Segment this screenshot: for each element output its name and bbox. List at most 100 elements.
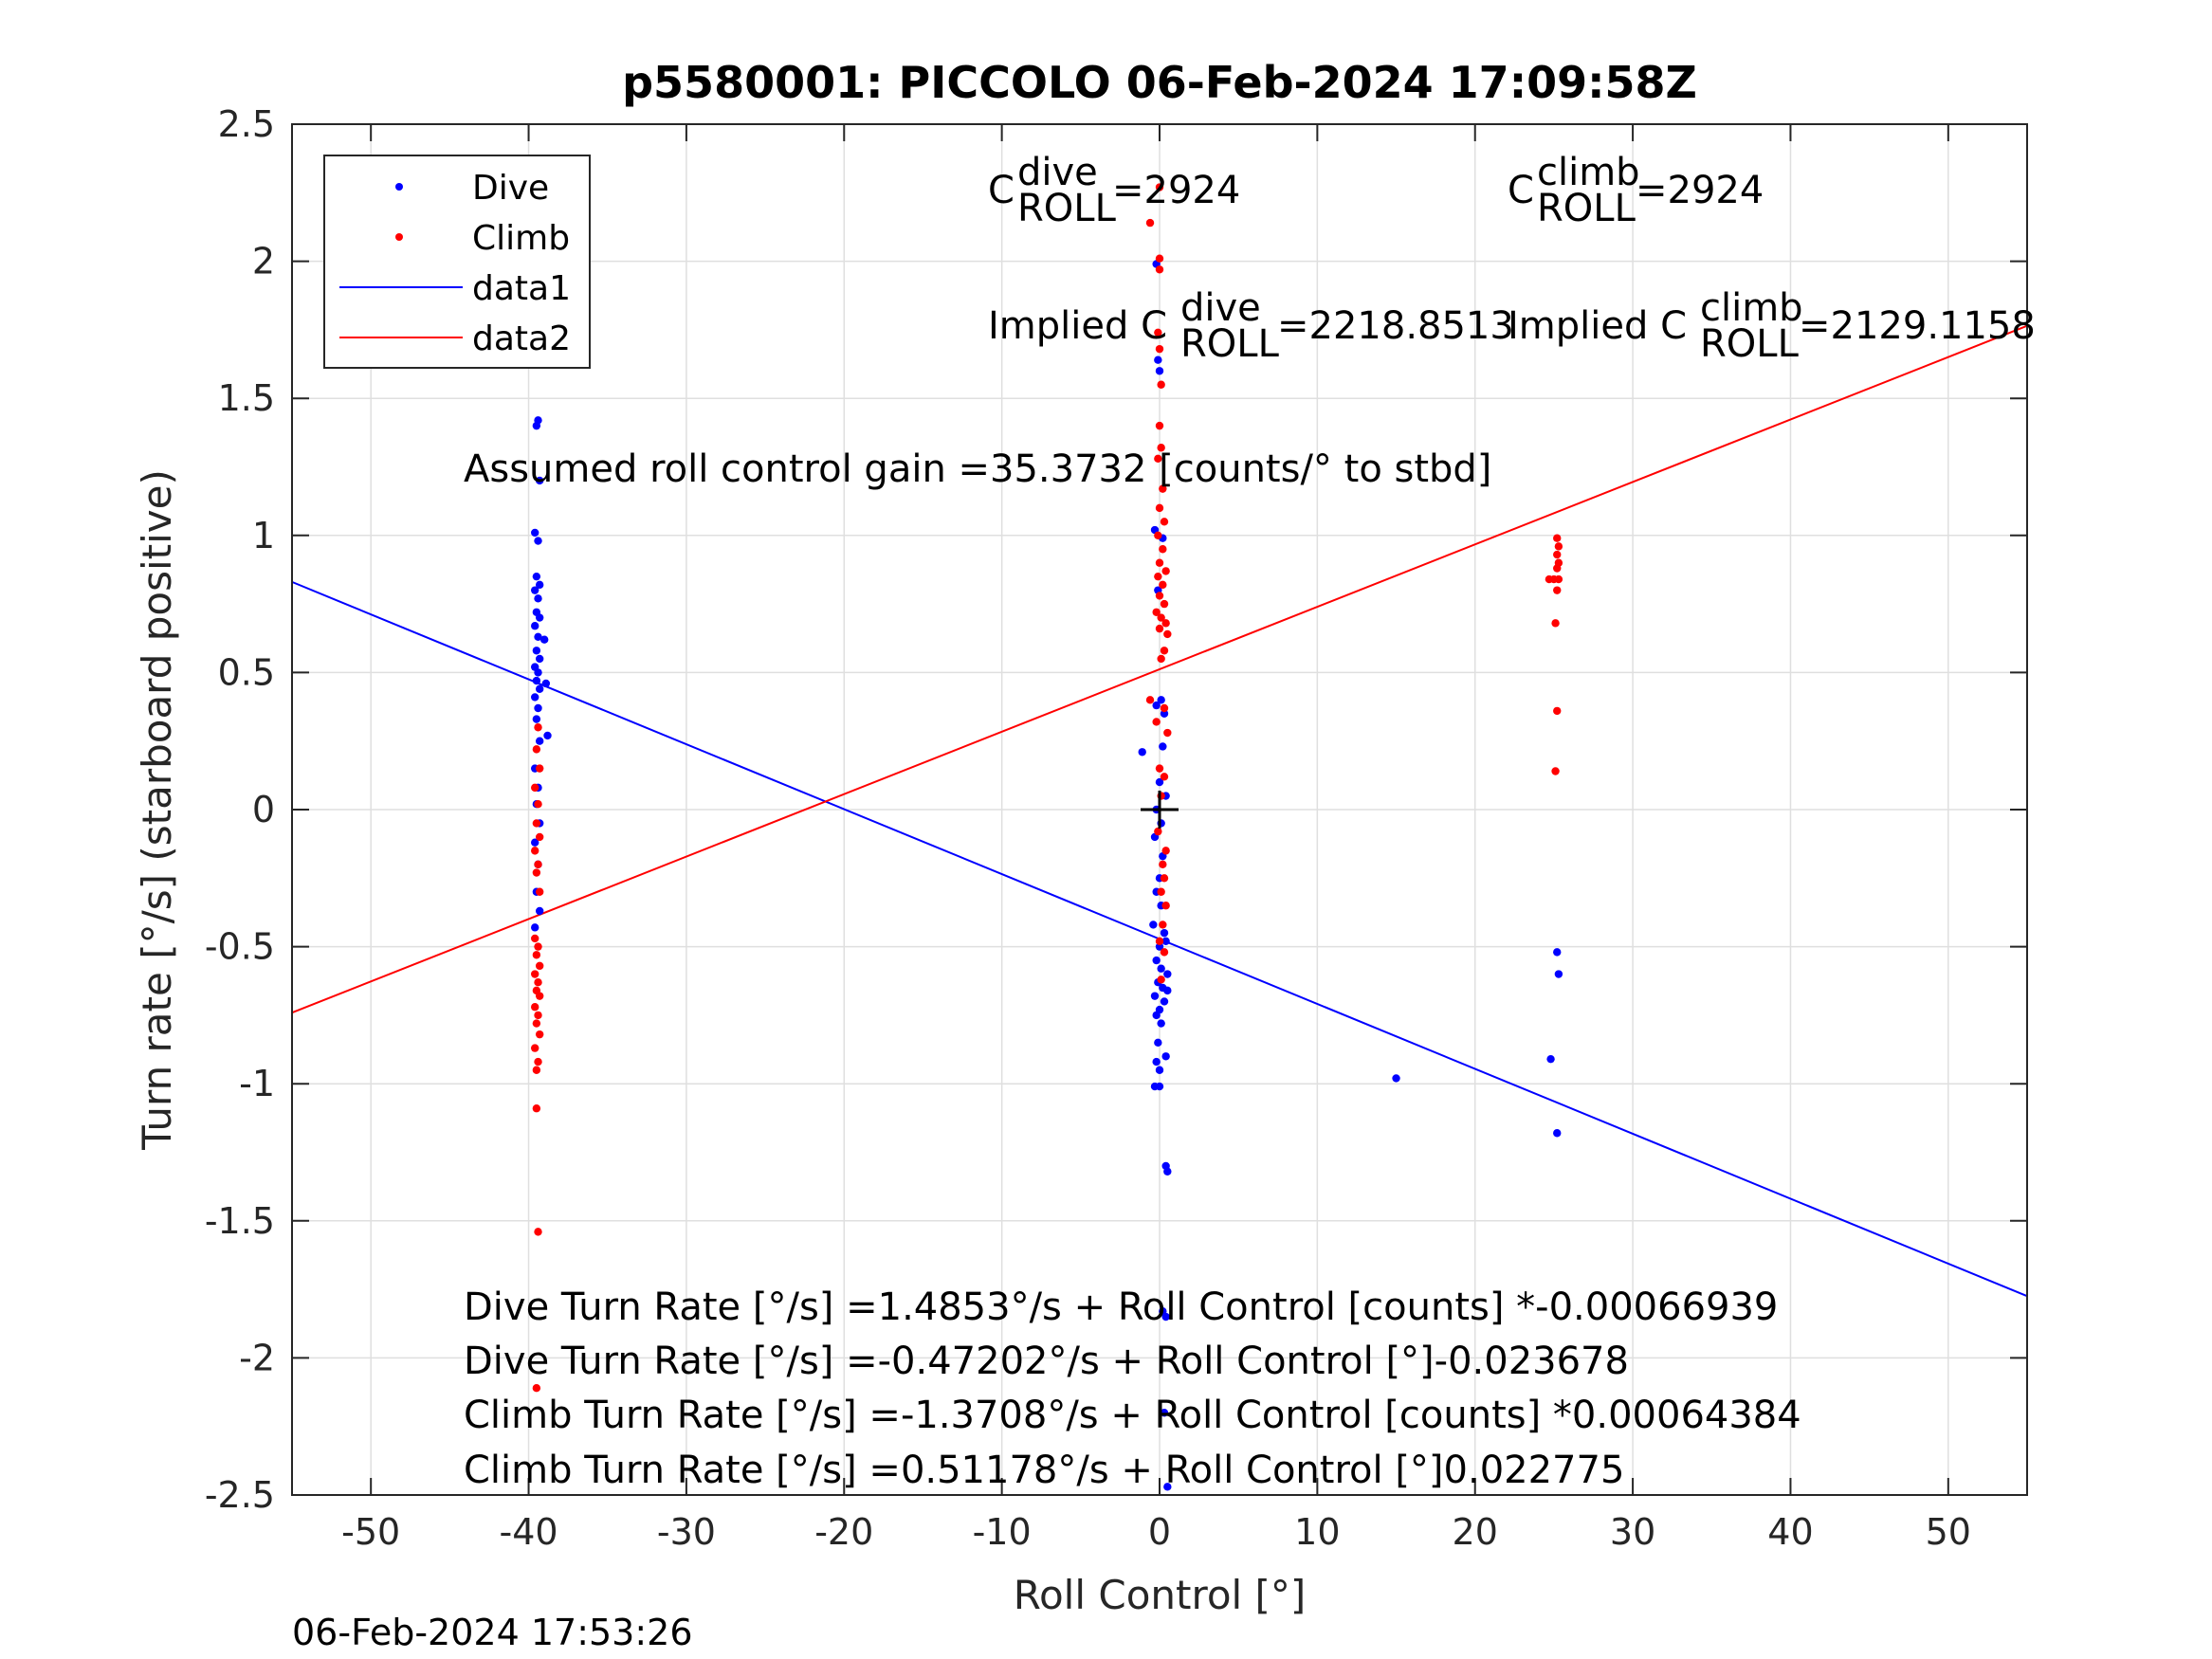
legend-data2-label: data2 (472, 319, 571, 358)
climb-point (534, 860, 542, 869)
climb-point (1159, 860, 1167, 869)
climb-point (1155, 503, 1164, 513)
climb-point (1154, 531, 1162, 539)
x-tick-label: 20 (1453, 1511, 1498, 1553)
dive-point (1155, 942, 1164, 951)
legend-box (323, 155, 591, 369)
climb-point (532, 868, 541, 877)
climb-point (1155, 183, 1164, 191)
dive-point (531, 838, 539, 847)
climb-point (1160, 773, 1169, 781)
annotation-eq2: Dive Turn Rate [°/s] =-0.47202°/s + Roll… (464, 1340, 1629, 1383)
dive-point (1161, 937, 1170, 946)
y-tick-label: -2.5 (205, 1474, 275, 1516)
dive-point (1163, 970, 1172, 978)
dive-point (1152, 701, 1161, 710)
dive-point (532, 421, 541, 430)
svg-text:C: C (1508, 169, 1534, 212)
svg-text:dive: dive (1180, 286, 1261, 330)
dive-point (535, 737, 544, 745)
annotation-eq4: Climb Turn Rate [°/s] =0.51178°/s + Roll… (464, 1449, 1624, 1492)
dive-point (1546, 1054, 1555, 1064)
dive-point (534, 594, 542, 603)
x-tick-label: -20 (814, 1511, 873, 1553)
svg-text:climb: climb (1537, 151, 1640, 194)
climb-point (532, 1066, 541, 1074)
climb-point (1155, 254, 1164, 263)
climb-point (535, 1030, 544, 1039)
dive-point (531, 693, 539, 702)
climb-point (1160, 874, 1169, 883)
footer-timestamp: 06-Feb-2024 17:53:26 (292, 1612, 693, 1653)
climb-point (534, 942, 542, 951)
svg-text:ROLL: ROLL (1180, 322, 1280, 366)
dive-point (541, 679, 551, 688)
climb-point (1554, 574, 1563, 584)
legend: Dive Climb data1 data2 (323, 155, 591, 369)
climb-point (535, 764, 544, 773)
legend-climb-label: Climb (472, 219, 570, 258)
dive-point (1155, 777, 1164, 787)
x-axis-label: Roll Control [°] (1014, 1572, 1307, 1618)
dive-point (543, 731, 552, 740)
climb-point (531, 847, 539, 855)
svg-text:=2218.8513: =2218.8513 (1277, 304, 1514, 348)
dive-point (1152, 1057, 1161, 1066)
climb-point (534, 1011, 542, 1020)
ticks (292, 123, 2027, 1496)
climb-point (1155, 265, 1164, 274)
dive-point (531, 923, 539, 932)
dive-point (1163, 1483, 1172, 1491)
dive-point (535, 476, 544, 485)
legend-climb-marker (395, 233, 403, 241)
dive-point (1553, 948, 1562, 957)
climb-point (1161, 619, 1170, 628)
dive-point (1553, 1129, 1562, 1138)
climb-point (532, 745, 541, 754)
dive-point (532, 715, 541, 723)
legend-dive-marker (395, 183, 403, 191)
climb-point (1551, 767, 1560, 775)
annotation-implied-dive: Implied C dive ROLL =2218.8513 (988, 286, 1514, 366)
x-tick-label: 10 (1294, 1511, 1340, 1553)
climb-point (1163, 629, 1172, 639)
svg-text:dive: dive (1017, 151, 1098, 194)
fit-line-data2 (291, 324, 2028, 1014)
y-tick-label: 2.5 (218, 103, 275, 145)
x-tick-label: 0 (1148, 1511, 1171, 1553)
climb-point (1551, 619, 1560, 628)
climb-point (1157, 654, 1165, 664)
climb-point (531, 1044, 539, 1052)
dive-point (535, 654, 544, 664)
annotation-gain: Assumed roll control gain =35.3732 [coun… (464, 447, 1491, 491)
climb-point (1161, 567, 1170, 575)
dive-point (1163, 1167, 1172, 1176)
dive-point (531, 528, 539, 538)
dive-point (534, 537, 542, 545)
climb-point (1157, 887, 1165, 896)
svg-text:=2924: =2924 (1636, 169, 1764, 212)
dive-point (1138, 748, 1146, 757)
svg-text:climb: climb (1700, 286, 1803, 330)
dive-point (1392, 1074, 1400, 1083)
dive-point (1154, 1038, 1162, 1048)
dive-point (532, 572, 541, 581)
dive-point (1160, 709, 1169, 718)
svg-text:=2129.1158: =2129.1158 (1799, 304, 2036, 348)
climb-point (531, 783, 539, 793)
climb-point (534, 977, 542, 987)
dive-point (1554, 970, 1563, 978)
climb-point (1145, 696, 1155, 704)
climb-point (535, 961, 544, 971)
dive-point (1150, 992, 1160, 1000)
y-tick-label: 0.5 (218, 651, 275, 693)
climb-point (1154, 454, 1162, 464)
climb-point (531, 934, 539, 943)
legend-dive-label: Dive (472, 169, 549, 208)
climb-point (1553, 706, 1562, 716)
dive-point (1161, 1052, 1170, 1061)
climb-point (1155, 764, 1164, 773)
climb-point (1155, 624, 1164, 633)
climb-point (532, 1384, 541, 1393)
climb-point (534, 1228, 542, 1236)
